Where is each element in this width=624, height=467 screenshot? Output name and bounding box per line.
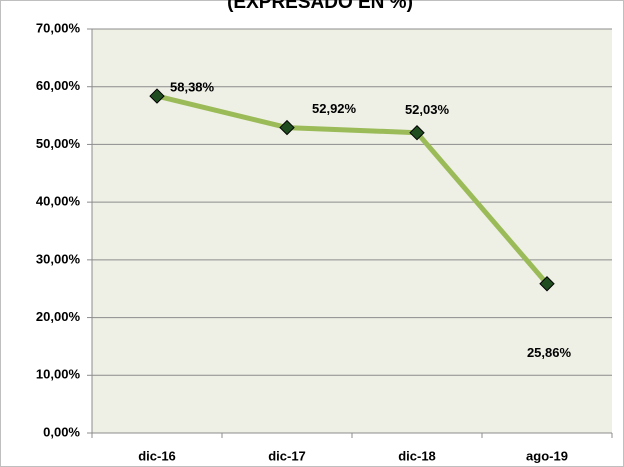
data-label: 52,92%: [312, 101, 357, 116]
plot-area: [92, 29, 612, 433]
line: [156, 93, 549, 286]
y-tick-label: 0,00%: [43, 424, 80, 439]
data-label: 25,86%: [527, 345, 572, 360]
x-tick-label: dic-18: [398, 448, 436, 463]
y-tick-label: 70,00%: [36, 20, 81, 35]
data-label: 58,38%: [170, 80, 215, 95]
x-tick-label: ago-19: [526, 448, 568, 463]
y-tick-label: 20,00%: [36, 309, 81, 324]
data-label: 52,03%: [405, 102, 450, 117]
y-tick-label: 60,00%: [36, 78, 81, 93]
y-tick-label: 10,00%: [36, 367, 81, 382]
marker: [149, 88, 165, 104]
y-tick-label: 50,00%: [36, 136, 81, 151]
y-tick-label: 30,00%: [36, 251, 81, 266]
y-tick-label: 40,00%: [36, 194, 81, 209]
marker: [279, 119, 295, 136]
chart-title: (EXPRESADO EN %): [227, 0, 413, 13]
x-tick-label: dic-16: [138, 448, 176, 463]
marker: [539, 276, 555, 292]
marker: [409, 125, 425, 141]
x-tick-label: dic-17: [268, 448, 306, 463]
